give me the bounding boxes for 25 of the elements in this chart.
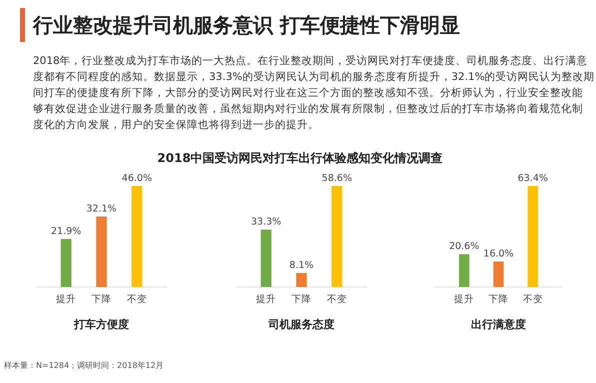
data-label: 33.3% bbox=[251, 216, 282, 228]
x-tick-label: 提升 bbox=[256, 293, 276, 305]
data-label: 20.6% bbox=[449, 241, 480, 252]
data-label: 58.6% bbox=[322, 173, 352, 184]
x-tick-label: 下降 bbox=[92, 293, 112, 305]
data-label: 8.1% bbox=[289, 260, 314, 272]
x-axis-title: 司机服务态度 bbox=[268, 318, 334, 331]
data-label: 21.9% bbox=[51, 226, 82, 237]
text: 行业整改提升司机服务意识 打车便捷性下滑明显 bbox=[32, 13, 460, 37]
x-tick-label: 提升 bbox=[56, 293, 76, 305]
x-axis-title: 出行满意度 bbox=[471, 318, 526, 331]
x-tick-label: 不变 bbox=[126, 293, 147, 305]
x-tick-label: 不变 bbox=[522, 293, 543, 305]
x-tick-label: 下降 bbox=[488, 293, 508, 305]
data-label: 63.4% bbox=[518, 173, 548, 184]
data-label: 32.1% bbox=[86, 204, 117, 215]
data-label: 16.0% bbox=[483, 248, 514, 260]
text: 样本量：N=1284；调研时间：2018年12月 bbox=[4, 361, 164, 370]
data-label: 46.0% bbox=[122, 173, 152, 184]
x-tick-label: 不变 bbox=[326, 293, 347, 305]
text: 2018中国受访网民对打车出行体验感知变化情况调查 bbox=[157, 151, 443, 165]
x-tick-label: 提升 bbox=[454, 293, 474, 305]
x-axis-title: 打车方便度 bbox=[73, 318, 129, 331]
x-tick-label: 下降 bbox=[292, 293, 312, 305]
text: 2018年，行业整改成为打车市场的一大热点。在行业整改期间，受访网民对打车便捷度、司机服务态度、出行满意度都有不同程度的感知。数据显示，33.3%的受访网民认为司机的服务态度有所提升，32.1%的受访网民认为整改期间打车的便捷度有所下降，大部分的受访网民对行业在这三个方面的整改感知不强。分析师认为，行业安全整改能够有效促进企业进行服务质量的改善，虽然短期内对行业的发展有所限制，但整改过后的打车市场将向着规范化制度化的方向发展，用户的安全保障也将得到进一步的提升。 bbox=[33, 54, 595, 131]
